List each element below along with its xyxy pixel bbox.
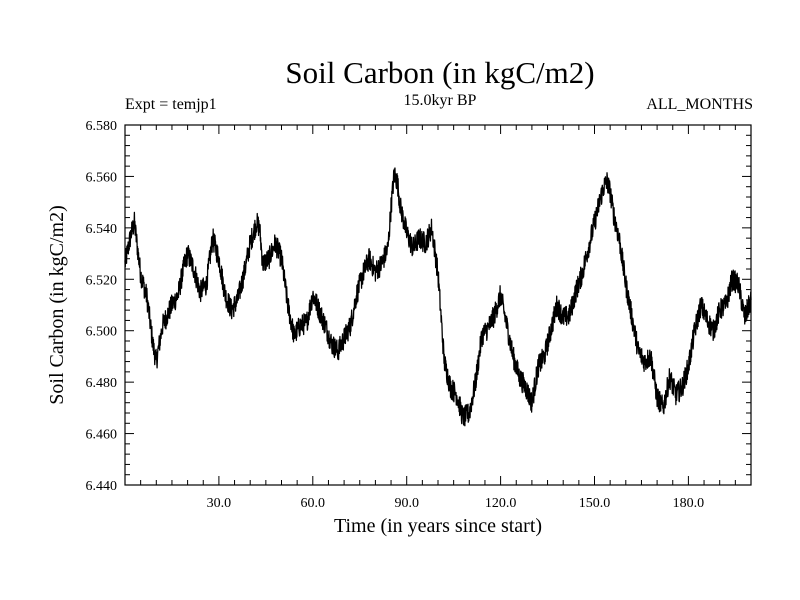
x-tick-label: 60.0: [301, 496, 326, 511]
y-tick-label: 6.480: [86, 376, 118, 391]
experiment-label: Expt = temjp1: [125, 96, 217, 113]
x-tick-label: 30.0: [207, 496, 232, 511]
chart-title: Soil Carbon (in kgC/m2): [285, 55, 595, 90]
y-tick-label: 6.520: [86, 273, 118, 288]
y-tick-label: 6.580: [86, 119, 118, 134]
period-label: 15.0kyr BP: [403, 92, 477, 109]
x-axis: 30.0 60.0 90.0 120.0 150.0 180.0: [140, 125, 752, 511]
x-axis-label: Time (in years since start): [334, 515, 542, 537]
plot-frame: [124, 124, 752, 486]
series-line: [124, 167, 752, 427]
x-tick-label: 180.0: [673, 496, 705, 511]
x-tick-label: 150.0: [579, 496, 611, 511]
x-tick-label: 90.0: [394, 496, 419, 511]
x-tick-label: 120.0: [485, 496, 517, 511]
y-axis: 6.440 6.460 6.480 6.500 6.520 6.540 6.560 6.580: [86, 119, 751, 494]
y-tick-label: 6.540: [86, 222, 118, 237]
y-tick-label: 6.560: [86, 170, 118, 185]
months-label: ALL_MONTHS: [646, 96, 753, 113]
y-tick-label: 6.440: [86, 479, 118, 494]
y-tick-label: 6.500: [86, 325, 118, 340]
y-axis-label: Soil Carbon (in kgC/m2): [46, 205, 68, 404]
y-tick-label: 6.460: [86, 428, 118, 443]
